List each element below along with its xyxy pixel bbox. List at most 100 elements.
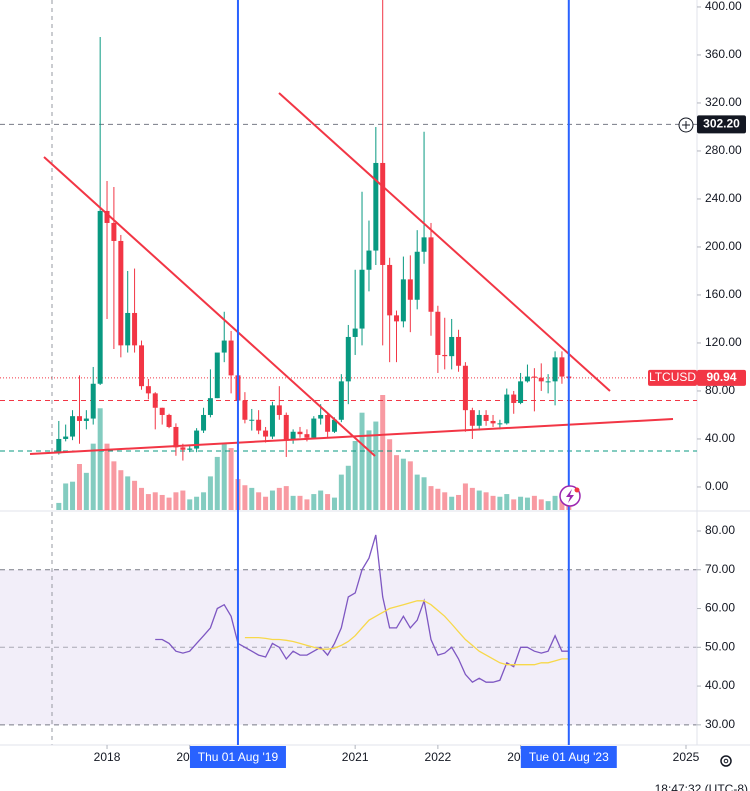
markers: Thu 01 Aug '19 Tue 01 Aug '23	[189, 0, 617, 768]
lightning-glyph	[566, 489, 574, 503]
volume-bar	[76, 464, 82, 510]
volume-bar	[518, 496, 524, 510]
volume-bar	[338, 474, 344, 510]
volume-bar	[449, 496, 455, 510]
candle-body	[373, 162, 379, 251]
rsi-y-tick-label: 40.00	[705, 678, 735, 692]
candle-body	[159, 407, 165, 415]
candle-body	[407, 279, 413, 300]
volume-bar	[504, 494, 510, 510]
volume-bar	[63, 483, 69, 510]
candle-body	[276, 405, 282, 415]
volume-bar	[366, 430, 372, 510]
volume-bar	[304, 499, 310, 510]
volume-bar	[373, 421, 379, 510]
candle-body	[394, 315, 400, 322]
candle-body	[111, 222, 117, 241]
volume-bar	[70, 481, 76, 510]
candle-body	[538, 377, 544, 382]
marker-tag	[520, 746, 617, 768]
volume	[56, 395, 572, 510]
volume-bar	[490, 495, 496, 510]
candle-body	[304, 434, 310, 438]
candle-body	[173, 426, 179, 448]
settings-icon[interactable]	[720, 755, 732, 767]
candle-body	[263, 430, 269, 437]
y-tick-label: 320.00	[705, 95, 742, 109]
candle-body	[456, 336, 462, 366]
volume-bar	[263, 496, 269, 510]
volume-bar	[242, 485, 248, 510]
marker-tag	[189, 746, 286, 768]
volume-bar	[145, 494, 151, 510]
x-tick-label: 2022	[425, 750, 452, 764]
symbol-tag	[648, 369, 697, 386]
candle-body	[400, 279, 406, 322]
candle-body	[366, 250, 372, 270]
last-price-label: 90.94	[706, 370, 736, 384]
volume-bar	[414, 474, 420, 510]
volume-bar	[325, 494, 331, 510]
volume-bar	[352, 441, 358, 510]
candle-body	[524, 376, 530, 382]
rsi-y-tick-label: 60.00	[705, 601, 735, 615]
candle-body	[476, 414, 482, 426]
candle-body	[207, 398, 213, 415]
candle-body	[145, 386, 151, 394]
plus-glyph	[682, 121, 690, 129]
volume-bar	[407, 461, 413, 510]
volume-bar	[221, 443, 227, 510]
volume-bar	[394, 455, 400, 510]
candle-body	[221, 340, 227, 353]
volume-bar	[483, 492, 489, 510]
rsi-panel	[0, 569, 697, 726]
volume-bar	[249, 487, 255, 510]
candle-body	[449, 336, 455, 357]
candle-body	[504, 394, 510, 424]
volume-bar	[187, 499, 193, 510]
price-line-tag	[697, 115, 746, 134]
volume-bar	[297, 495, 303, 510]
volume-bar	[345, 465, 351, 510]
x-tick-label: 2025	[673, 750, 700, 764]
volume-bar	[387, 439, 393, 510]
event-dot	[574, 487, 580, 493]
rsi-y-tick-label: 50.00	[705, 639, 735, 653]
volume-bar	[442, 492, 448, 510]
price-line-label: 302.20	[703, 116, 740, 130]
volume-bar	[469, 487, 475, 510]
candle-body	[352, 328, 358, 337]
volume-bar	[497, 496, 503, 510]
volume-bar	[132, 480, 138, 510]
trend-line	[278, 92, 611, 392]
volume-bar	[538, 499, 544, 510]
candle-body	[421, 237, 427, 252]
volume-bar	[180, 490, 186, 510]
candle-body	[90, 383, 96, 419]
volume-bar	[552, 495, 558, 510]
trend-lines	[29, 92, 674, 457]
candle-body	[318, 414, 324, 419]
candle-body	[497, 423, 503, 425]
candle-body	[187, 448, 193, 450]
trend-line	[43, 156, 376, 457]
volume-bar	[359, 412, 365, 510]
rsi-band	[0, 569, 697, 725]
volume-bar	[207, 476, 213, 510]
y-tick-label: 360.00	[705, 47, 742, 61]
volume-bar	[531, 495, 537, 510]
volume-bar	[97, 408, 103, 510]
volume-bar	[400, 458, 406, 510]
rsi-y-tick-label: 30.00	[705, 717, 735, 731]
volume-bar	[421, 477, 427, 510]
candle-body	[201, 414, 207, 431]
candle-body	[380, 162, 386, 265]
candle-body	[483, 414, 489, 421]
y-tick-label: 120.00	[705, 335, 742, 349]
settings-core	[723, 758, 729, 764]
candle-body	[331, 419, 337, 432]
volume-bar	[545, 501, 551, 510]
volume-bar	[166, 497, 172, 510]
